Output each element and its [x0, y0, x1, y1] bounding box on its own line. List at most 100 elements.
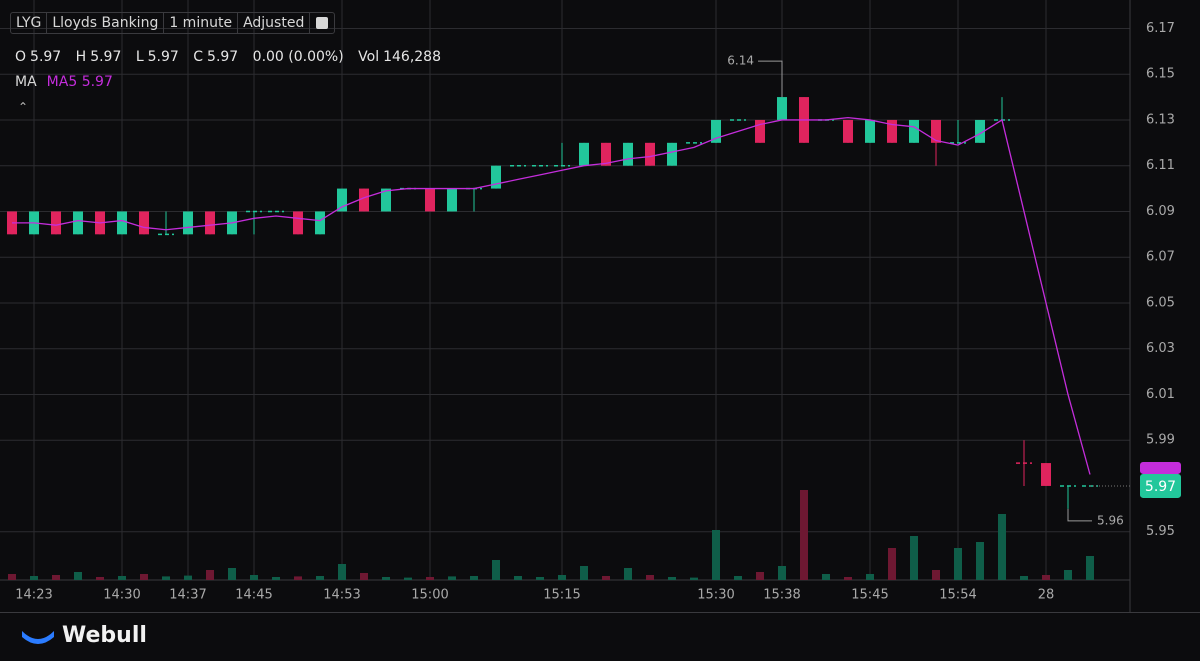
volume-bar — [624, 568, 632, 580]
candle-body — [623, 142, 633, 166]
volume-bar — [734, 576, 742, 580]
volume-bar — [448, 576, 456, 580]
candle-body — [711, 119, 721, 143]
volume-bar — [250, 575, 258, 580]
x-tick-label: 15:00 — [411, 588, 448, 603]
volume-bar — [492, 560, 500, 580]
volume-bar — [888, 548, 896, 580]
volume-bar — [1086, 556, 1094, 580]
candle-body — [117, 211, 127, 235]
candle-body — [843, 119, 853, 143]
annotation-leader — [758, 60, 783, 98]
x-tick-label: 15:38 — [763, 588, 800, 603]
x-tick-label: 15:30 — [697, 588, 734, 603]
candle-body — [645, 142, 655, 166]
ohlc-label: O — [15, 49, 27, 65]
menu-icon[interactable] — [310, 13, 334, 33]
candle-body — [777, 97, 787, 120]
x-tick-label: 28 — [1038, 588, 1055, 603]
volume-bar — [52, 575, 60, 580]
volume-bar — [976, 542, 984, 580]
volume-bar — [404, 577, 412, 580]
volume-bar — [866, 574, 874, 580]
ohlc-value: 5.97 — [147, 49, 179, 65]
candle-body — [1041, 463, 1051, 486]
y-tick-label: 6.13 — [1146, 112, 1175, 127]
change: 0.00 (0.00%) — [252, 49, 344, 65]
volume-bar — [316, 576, 324, 580]
volume-bar — [140, 574, 148, 580]
y-tick-label: 6.15 — [1146, 67, 1175, 82]
x-tick-label: 14:30 — [103, 588, 140, 603]
chart: 6.17 6.15 6.13 6.11 6.09 6.07 6.05 6.03 6.01 5.99… — [0, 0, 1200, 612]
volume-value: 146,288 — [383, 49, 441, 65]
chart-background — [0, 0, 1200, 612]
volume-bar — [800, 490, 808, 580]
y-tick-label: 6.05 — [1146, 295, 1175, 310]
candle-body — [425, 188, 435, 212]
volume-bar — [96, 577, 104, 580]
volume-bar — [426, 577, 434, 580]
volume-bar — [206, 570, 214, 580]
ohlc-value: 5.97 — [30, 49, 62, 65]
volume-bar — [558, 575, 566, 580]
candle-body — [381, 188, 391, 212]
candle-body — [909, 119, 919, 143]
volume-bar — [294, 576, 302, 580]
y-tick-label: 6.07 — [1146, 250, 1175, 265]
y-tick-label: 5.95 — [1146, 524, 1175, 539]
x-tick-label: 14:45 — [235, 588, 272, 603]
collapse-toggle[interactable]: ⌃ — [18, 100, 29, 114]
candle-body — [865, 119, 875, 143]
volume-bar — [822, 574, 830, 580]
volume-bar — [778, 566, 786, 580]
volume-label: Vol — [358, 49, 380, 65]
x-tick-label: 15:15 — [543, 588, 580, 603]
x-tick-label: 14:23 — [15, 588, 52, 603]
volume-bar — [668, 577, 676, 580]
ma-legend: MA MA5 5.97 — [15, 74, 113, 90]
candle-body — [337, 188, 347, 212]
last-price-tag — [1140, 473, 1181, 498]
ohlc-readout: O 5.97 H 5.97 L 5.97 C 5.97 0.00 (0.00%) Vol… — [15, 49, 445, 65]
company-name[interactable]: Lloyds Banking — [47, 13, 165, 33]
candle-body — [931, 119, 941, 143]
candle-body — [975, 119, 985, 143]
candle-body — [183, 211, 193, 235]
brand: Webull — [62, 623, 147, 648]
ohlc-label: C — [193, 49, 204, 65]
adjust-mode[interactable]: Adjusted — [238, 13, 311, 33]
volume-bar — [162, 576, 170, 580]
candle-body — [73, 211, 83, 235]
volume-bar — [910, 536, 918, 580]
volume-bar — [382, 577, 390, 580]
candle-body — [601, 142, 611, 166]
volume-bar — [470, 576, 478, 580]
y-tick-label: 6.11 — [1146, 158, 1175, 173]
ohlc-value: 5.97 — [90, 49, 122, 65]
candle-body — [887, 119, 897, 143]
volume-bar — [118, 576, 126, 580]
ohlc-value: 5.97 — [207, 49, 239, 65]
volume-bar — [8, 574, 16, 580]
interval[interactable]: 1 minute — [164, 13, 239, 33]
volume-bar — [954, 548, 962, 580]
ma5-name: MA5 — [46, 74, 78, 90]
candle-body — [579, 142, 589, 166]
ma5-legend[interactable]: MA5 5.97 — [47, 74, 113, 90]
candle-body — [139, 211, 149, 235]
volume-bar — [360, 573, 368, 580]
candle-body — [205, 211, 215, 235]
symbol[interactable]: LYG — [11, 13, 48, 33]
volume-bar — [932, 570, 940, 580]
volume-bar — [998, 514, 1006, 580]
volume-bar — [1042, 575, 1050, 580]
x-tick-label: 14:53 — [323, 588, 360, 603]
volume-bar — [580, 566, 588, 580]
volume-bar — [712, 530, 720, 580]
volume-bar — [228, 568, 236, 580]
volume-bar — [690, 577, 698, 580]
candle-body — [51, 211, 61, 235]
last-price-label: 5.97 — [1145, 479, 1176, 495]
